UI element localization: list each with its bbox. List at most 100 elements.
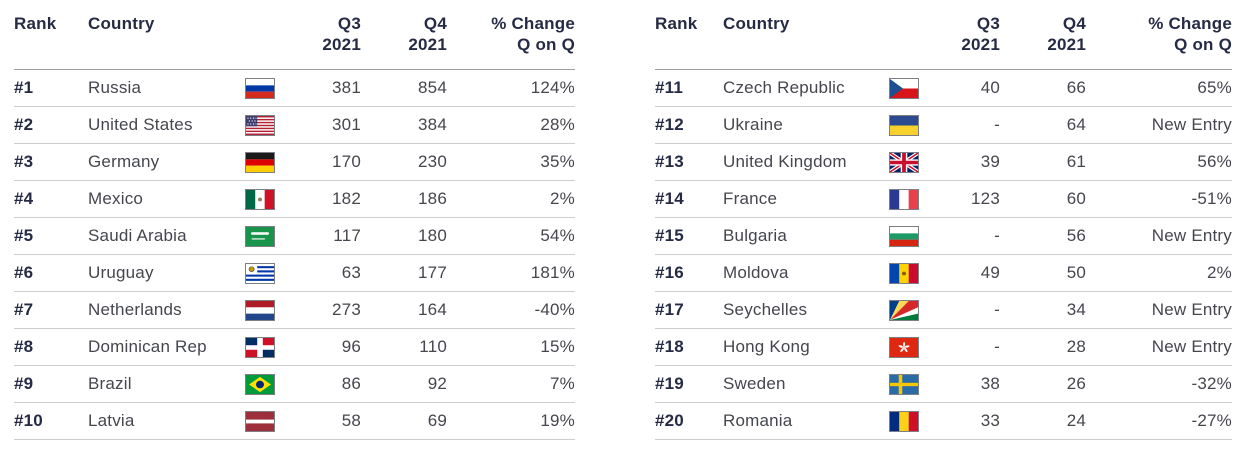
- change-header-line1: % Change: [491, 14, 575, 33]
- table-row: #3 Germany 170 230 35%: [14, 144, 575, 181]
- table-row: #18 Hong Kong - 28 New Entry: [655, 329, 1232, 366]
- flag-cell: [889, 292, 925, 329]
- country-cell: Bulgaria: [723, 226, 787, 245]
- q4-cell: 24: [1066, 411, 1086, 430]
- q3-cell: 273: [332, 300, 361, 319]
- change-header-line2: Q on Q: [517, 35, 575, 54]
- flag-moldova-icon: [889, 262, 919, 284]
- change-cell: 19%: [540, 411, 575, 430]
- flag-cell: [245, 144, 281, 181]
- change-cell: -40%: [534, 300, 575, 319]
- q3-cell: 301: [332, 115, 361, 134]
- rank-cell: #5: [14, 226, 34, 245]
- q3-cell: 40: [980, 78, 1000, 97]
- flag-cell: [245, 107, 281, 144]
- table-row: #6 Uruguay 63 177 181%: [14, 255, 575, 292]
- q4-cell: 230: [418, 152, 447, 171]
- country-cell: Moldova: [723, 263, 789, 282]
- rank-cell: #6: [14, 263, 34, 282]
- table-row: #5 Saudi Arabia 117 180 54%: [14, 218, 575, 255]
- country-cell: United States: [88, 115, 193, 134]
- country-cell: Brazil: [88, 374, 132, 393]
- table-row: #11 Czech Republic 40 66 65%: [655, 70, 1232, 107]
- flag-cell: [889, 107, 925, 144]
- flag-romania-icon: [889, 410, 919, 432]
- q3-cell: 96: [341, 337, 361, 356]
- change-cell: 35%: [540, 152, 575, 171]
- flag-cell: [245, 70, 281, 107]
- change-cell: New Entry: [1151, 300, 1232, 319]
- flag-column-header: [245, 9, 281, 70]
- country-cell: Ukraine: [723, 115, 783, 134]
- rank-cell: #3: [14, 152, 34, 171]
- q3-cell: -: [994, 226, 1000, 245]
- table-row: #14 France 123 60 -51%: [655, 181, 1232, 218]
- flag-cell: [245, 255, 281, 292]
- change-cell: 181%: [530, 263, 575, 282]
- table-row: #17 Seychelles - 34 New Entry: [655, 292, 1232, 329]
- q4-cell: 186: [418, 189, 447, 208]
- country-cell: Latvia: [88, 411, 135, 430]
- table-body: #1 Russia 381 854 124% #2 United States 301 384 2…: [14, 70, 575, 440]
- rank-cell: #9: [14, 374, 34, 393]
- change-cell: 15%: [540, 337, 575, 356]
- country-ranking-tables: Rank Country Q3 2021 Q4 2021 % Change Q …: [14, 9, 1232, 440]
- rank-cell: #8: [14, 337, 34, 356]
- q3-header-line1: Q3: [976, 14, 1000, 33]
- flag-saudi-icon: [245, 225, 275, 247]
- q4-cell: 164: [418, 300, 447, 319]
- country-cell: United Kingdom: [723, 152, 847, 171]
- flag-column-header: [889, 9, 925, 70]
- change-header-line1: % Change: [1148, 14, 1232, 33]
- q3-cell: 182: [332, 189, 361, 208]
- q3-cell: 86: [341, 374, 361, 393]
- table-row: #15 Bulgaria - 56 New Entry: [655, 218, 1232, 255]
- rank-cell: #2: [14, 115, 34, 134]
- change-cell: 54%: [540, 226, 575, 245]
- q4-cell: 384: [418, 115, 447, 134]
- flag-brazil-icon: [245, 373, 275, 395]
- change-cell: 7%: [550, 374, 575, 393]
- q4-cell: 69: [427, 411, 447, 430]
- q4-cell: 64: [1066, 115, 1086, 134]
- change-cell: 124%: [530, 78, 575, 97]
- q4-cell: 92: [427, 374, 447, 393]
- flag-cell: [889, 329, 925, 366]
- flag-cell: [889, 255, 925, 292]
- rank-cell: #7: [14, 300, 34, 319]
- flag-cell: [245, 366, 281, 403]
- q3-cell: 123: [971, 189, 1000, 208]
- flag-cell: [245, 403, 281, 440]
- q4-cell: 28: [1066, 337, 1086, 356]
- flag-cell: [245, 292, 281, 329]
- rank-cell: #19: [655, 374, 684, 393]
- country-cell: Saudi Arabia: [88, 226, 187, 245]
- table-row: #12 Ukraine - 64 New Entry: [655, 107, 1232, 144]
- rank-cell: #13: [655, 152, 684, 171]
- flag-cell: [889, 181, 925, 218]
- q3-cell: 33: [980, 411, 1000, 430]
- flag-hongkong-icon: [889, 336, 919, 358]
- rank-cell: #14: [655, 189, 684, 208]
- change-cell: -32%: [1191, 374, 1232, 393]
- q3-cell: -: [994, 337, 1000, 356]
- q4-cell: 66: [1066, 78, 1086, 97]
- change-column-header: % Change Q on Q: [447, 9, 575, 70]
- flag-mexico-icon: [245, 188, 275, 210]
- q3-header-line2: 2021: [322, 35, 361, 54]
- rank-cell: #12: [655, 115, 684, 134]
- country-cell: Russia: [88, 78, 142, 97]
- q4-cell: 61: [1066, 152, 1086, 171]
- flag-cell: [245, 181, 281, 218]
- ranking-table-left: Rank Country Q3 2021 Q4 2021 % Change Q …: [14, 9, 575, 440]
- country-cell: Mexico: [88, 189, 144, 208]
- change-header-line2: Q on Q: [1174, 35, 1232, 54]
- q4-cell: 34: [1066, 300, 1086, 319]
- table-row: #10 Latvia 58 69 19%: [14, 403, 575, 440]
- flag-cell: [889, 144, 925, 181]
- q4-cell: 180: [418, 226, 447, 245]
- flag-france-icon: [889, 188, 919, 210]
- flag-seychelles-icon: [889, 299, 919, 321]
- flag-cell: [889, 403, 925, 440]
- change-cell: 65%: [1197, 78, 1232, 97]
